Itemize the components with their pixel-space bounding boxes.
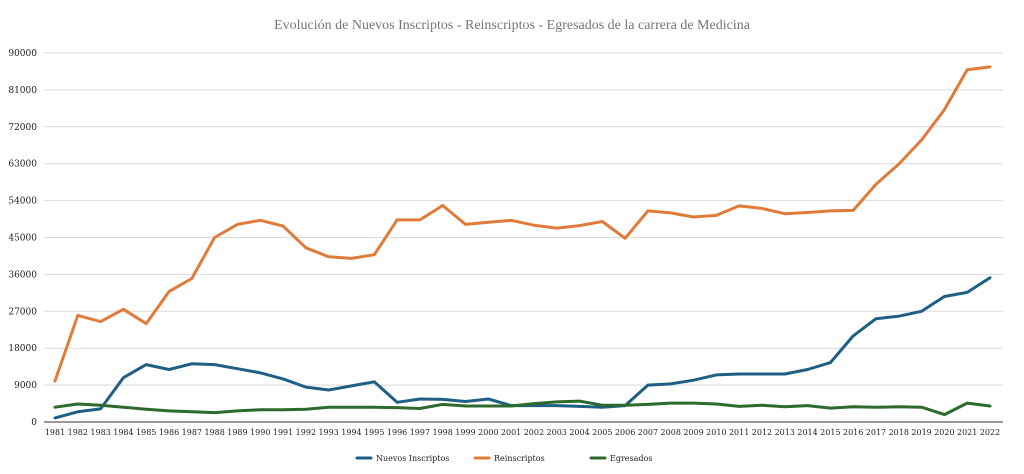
x-tick-label: 2007 (638, 428, 658, 437)
legend: Nuevos Inscriptos Reinscriptos Egresados (355, 454, 652, 463)
x-tick-label: 2021 (957, 428, 977, 437)
x-tick-label: 2011 (729, 428, 749, 437)
x-tick-label: 2004 (569, 428, 589, 437)
x-tick-label: 2010 (706, 428, 726, 437)
legend-label: Reinscriptos (494, 454, 545, 463)
y-tick-label: 90000 (8, 49, 37, 59)
series-line-2 (53, 399, 992, 417)
y-tick-label: 27000 (8, 307, 37, 317)
x-tick-label: 2012 (752, 428, 772, 437)
x-tick-label: 2009 (683, 428, 703, 437)
x-tick-label: 1988 (204, 428, 224, 437)
x-tick-label: 2019 (911, 428, 931, 437)
x-tick-label: 2001 (501, 428, 521, 437)
x-tick-label: 2000 (478, 428, 498, 437)
x-tick-label: 1989 (227, 428, 247, 437)
x-tick-label: 2002 (524, 428, 544, 437)
legend-label: Egresados (610, 454, 652, 463)
legend-item: Reinscriptos (473, 454, 545, 463)
chart-title: Evolución de Nuevos Inscriptos - Reinscr… (274, 18, 751, 33)
x-tick-label: 1995 (364, 428, 384, 437)
x-tick-label: 2020 (934, 428, 954, 437)
x-tick-label: 1994 (341, 428, 361, 437)
y-tick-label: 54000 (8, 197, 37, 207)
x-tick-label: 2017 (866, 428, 886, 437)
x-tick-label: 2006 (615, 428, 635, 437)
x-tick-label: 2018 (889, 428, 909, 437)
series-line-1 (53, 65, 992, 383)
y-axis-tick-labels: 0 9000 18000 27000 36000 45000 54000 63000 72000… (8, 49, 37, 428)
y-tick-label: 45000 (8, 234, 37, 244)
series-lines (53, 65, 992, 420)
y-tick-label: 63000 (8, 160, 37, 170)
x-tick-label: 2013 (775, 428, 795, 437)
x-tick-label: 1991 (273, 428, 293, 437)
x-tick-label: 1981 (45, 428, 65, 437)
x-tick-label: 1992 (296, 428, 316, 437)
x-tick-label: 1986 (159, 428, 179, 437)
x-tick-label: 2008 (661, 428, 681, 437)
x-tick-label: 1998 (433, 428, 453, 437)
y-tick-label: 36000 (8, 270, 37, 280)
x-tick-label: 2014 (797, 428, 817, 437)
legend-item: Egresados (589, 454, 652, 463)
y-tick-label: 18000 (8, 344, 37, 354)
x-tick-label: 1999 (455, 428, 475, 437)
x-tick-label: 2022 (980, 428, 1000, 437)
x-tick-label: 1985 (136, 428, 156, 437)
x-tick-label: 1984 (113, 428, 133, 437)
legend-label: Nuevos Inscriptos (376, 454, 449, 463)
gridlines (44, 52, 1003, 386)
legend-item: Nuevos Inscriptos (355, 454, 449, 463)
x-tick-label: 1993 (318, 428, 338, 437)
y-tick-label: 81000 (8, 86, 37, 96)
x-tick-label: 1982 (68, 428, 88, 437)
x-tick-label: 1987 (182, 428, 202, 437)
y-tick-label: 72000 (8, 123, 37, 133)
x-tick-label: 1996 (387, 428, 407, 437)
y-tick-label: 0 (31, 418, 37, 428)
x-tick-label: 2003 (547, 428, 567, 437)
x-tick-label: 1997 (410, 428, 430, 437)
x-tick-label: 2005 (592, 428, 612, 437)
x-tick-label: 2015 (820, 428, 840, 437)
x-axis-tick-labels: 1981 1982 1983 1984 1985 1986 1987 1988 1989 1990… (45, 428, 1000, 437)
x-tick-label: 1983 (90, 428, 110, 437)
y-tick-label: 9000 (14, 381, 37, 391)
x-tick-label: 1990 (250, 428, 270, 437)
x-tick-label: 2016 (843, 428, 863, 437)
